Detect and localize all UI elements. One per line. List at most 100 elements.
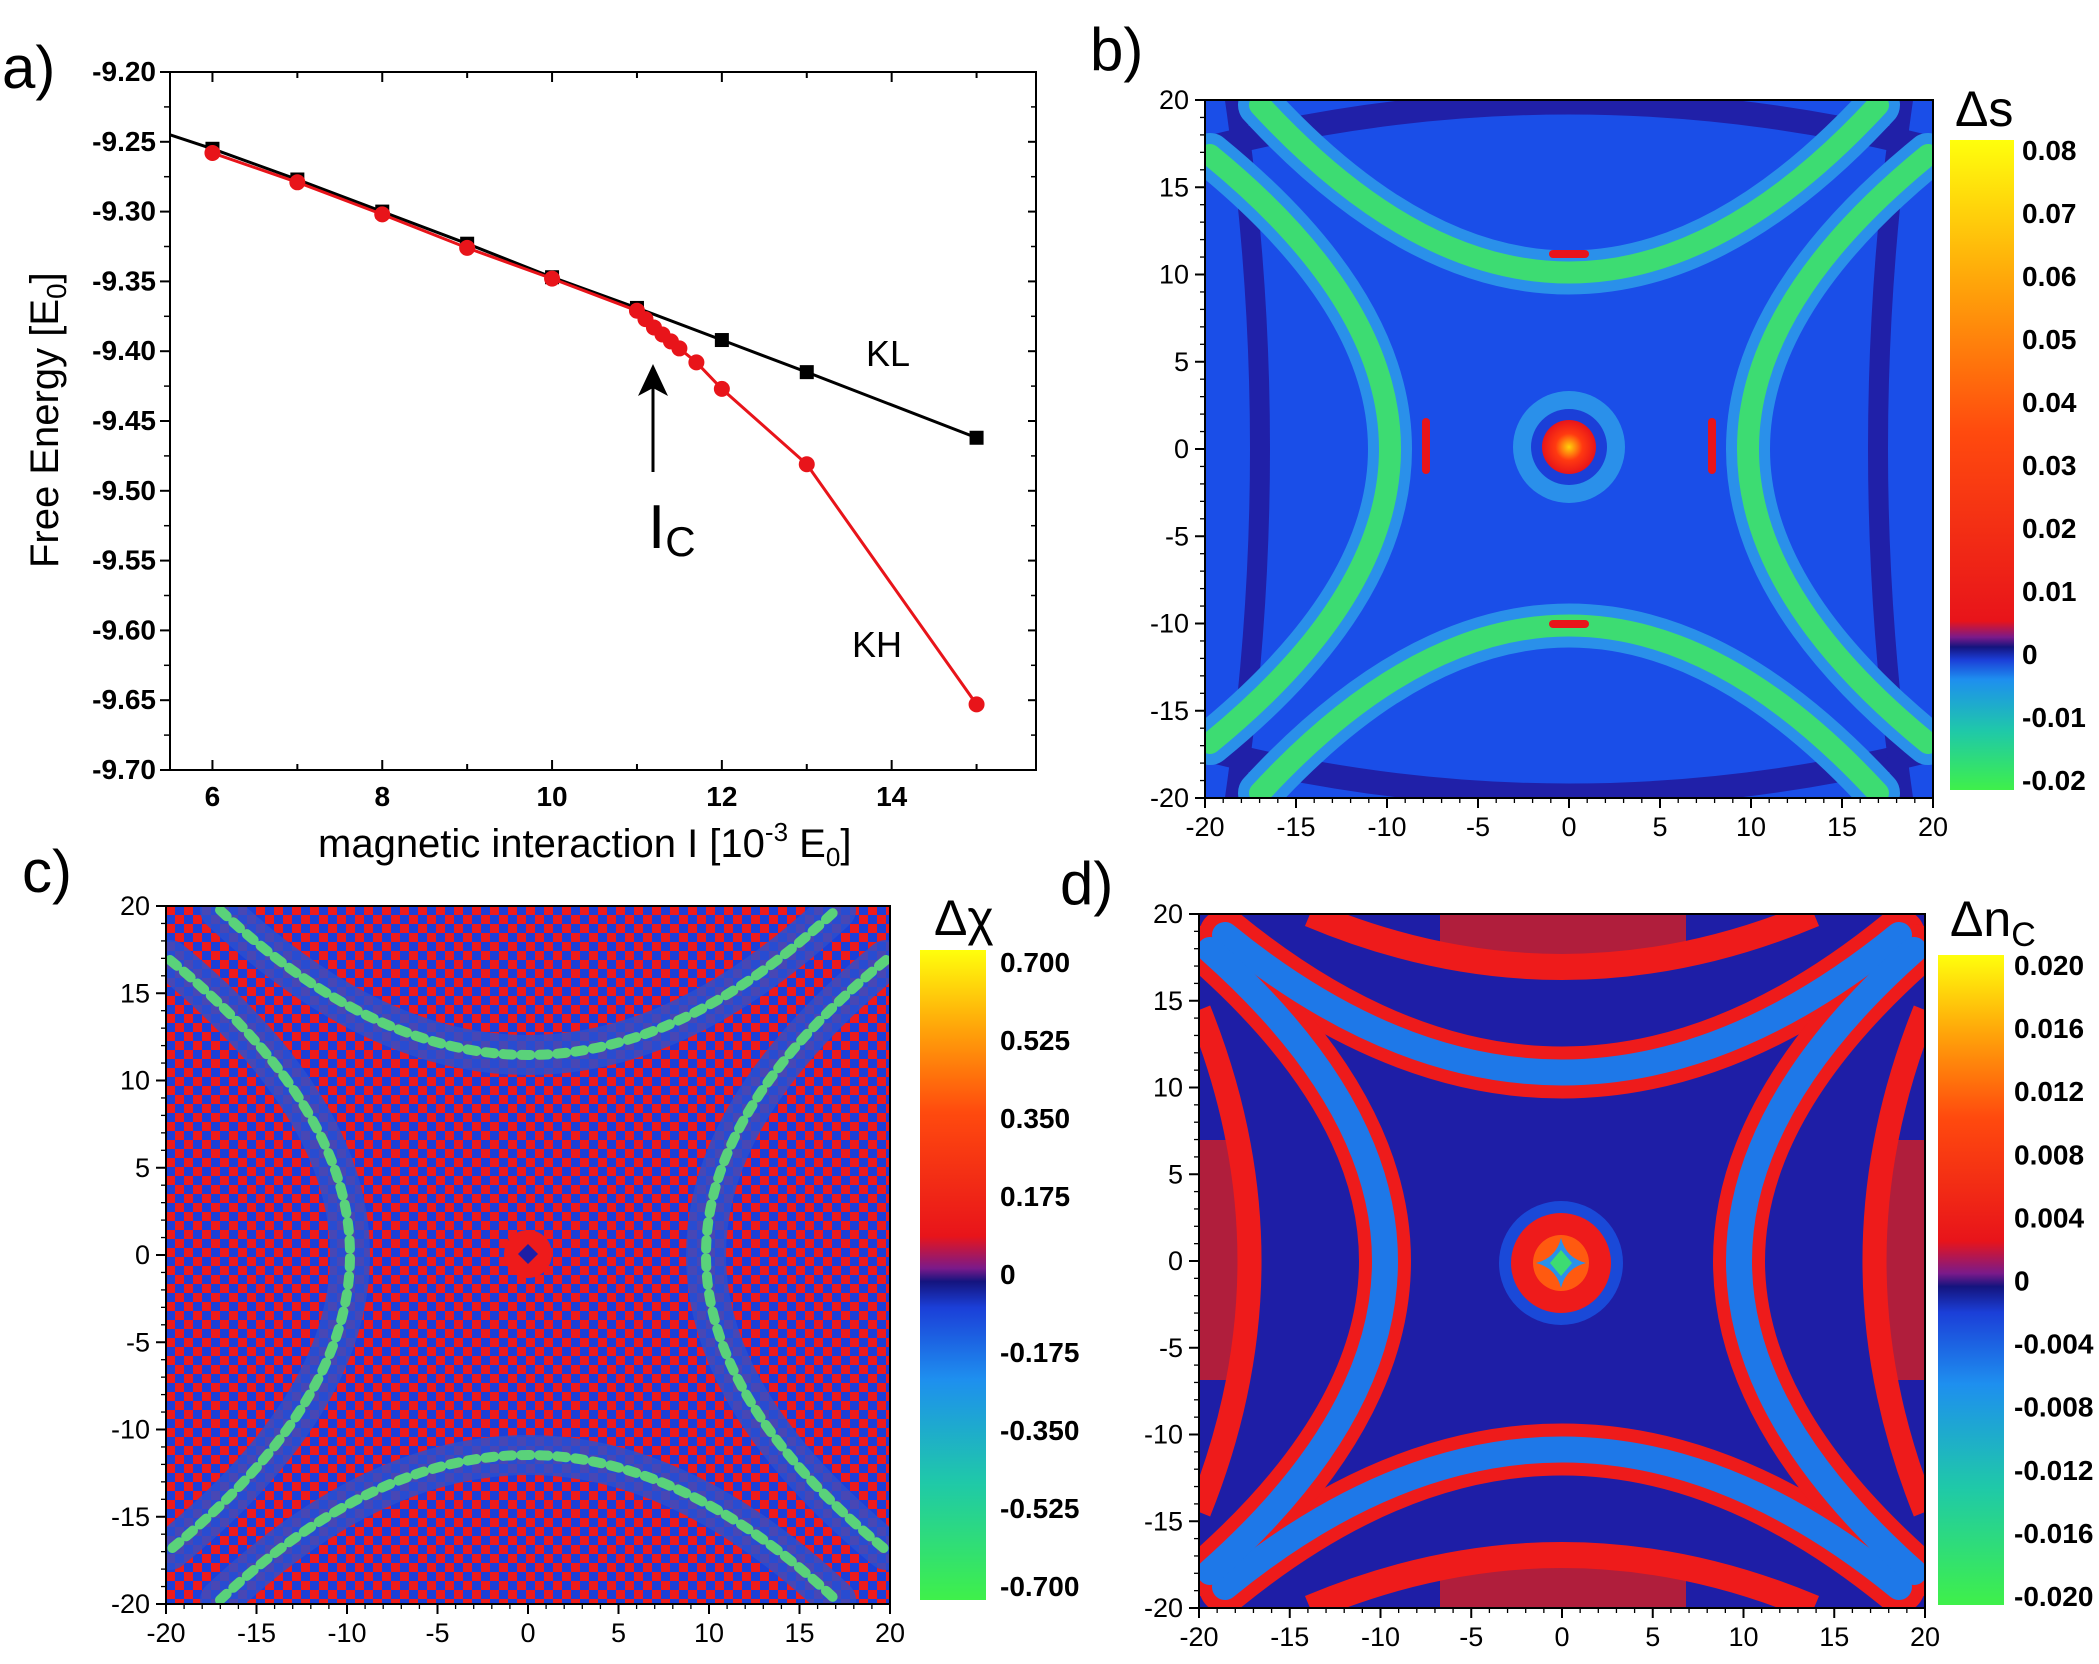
colorbar-tick-label-d: -0.020 (2014, 1581, 2093, 1612)
panel-label-d: d) (1060, 850, 1113, 917)
hyperbola-core-top-c (215, 906, 841, 1060)
spot-top-b (1549, 250, 1589, 258)
y-tick-label-a: -9.40 (92, 335, 156, 366)
series-label-kl: KL (866, 333, 910, 374)
x-tick-label-c: -20 (146, 1618, 185, 1648)
center-feature-c (504, 1230, 552, 1278)
colorbar-tick-label-d: -0.012 (2014, 1455, 2093, 1486)
hyperbola-bands-b (1205, 100, 1933, 798)
heatmap-c (166, 906, 890, 1604)
red-ridge-left-d (1199, 1005, 1262, 1517)
y-ticks-b: 20 15 10 5 0 -5 -10 -15 -20 (1150, 85, 1205, 813)
red-ridge-top-d (1304, 914, 1820, 980)
panel-label-c: c) (22, 838, 72, 905)
x-tick-label-d: 20 (1910, 1622, 1940, 1652)
y-tick-label-c: -10 (111, 1415, 150, 1445)
hyperbola-core-top-b (1249, 100, 1889, 284)
hyperbola-core-right-b (1737, 144, 1933, 754)
x-tick-label-c: -10 (327, 1618, 366, 1648)
y-tick-label-a: -9.35 (92, 265, 156, 296)
ic-label: IC (648, 493, 696, 565)
ic-arrow-head (638, 364, 668, 396)
red-ridge-right-d (1862, 1005, 1925, 1517)
series-label-kh: KH (852, 624, 902, 665)
red-ridge-bottom-d (1304, 1542, 1820, 1608)
y-tick-label-b: -10 (1150, 609, 1189, 639)
y-tick-label-a: -9.30 (92, 196, 156, 227)
y-tick-label-b: -15 (1150, 696, 1189, 726)
hyperbola-blue-left-d (1199, 937, 1398, 1585)
x-tick-label-a: 12 (706, 781, 737, 812)
y-ticks-d: 20 15 10 5 0 -5 -10 -15 -20 (1144, 899, 1199, 1623)
y-tick-label-c: -20 (111, 1589, 150, 1619)
spot-right-b (1708, 418, 1716, 474)
colorbar-tick-label-b: 0 (2022, 639, 2038, 670)
marker-kh (688, 354, 705, 371)
y-tick-label-b: 20 (1159, 85, 1189, 115)
x-tick-label-b: -15 (1276, 812, 1315, 842)
y-tick-label-d: -15 (1144, 1506, 1183, 1536)
x-tick-label-d: 10 (1728, 1622, 1758, 1652)
marker-kl (799, 365, 814, 380)
center-diamond-c (518, 1244, 538, 1264)
y-tick-label-b: 10 (1159, 260, 1189, 290)
heatmap-d (1199, 914, 1925, 1608)
center-spot-b (1542, 420, 1596, 474)
colorbar-d (1938, 955, 2004, 1605)
y-tick-label-a: -9.45 (92, 405, 156, 436)
y-tick-label-d: -5 (1159, 1333, 1183, 1363)
marker-kh (544, 270, 561, 287)
panel-label-a: a) (2, 34, 55, 101)
colorbar-c (920, 950, 986, 1600)
y-tick-label-c: -5 (126, 1327, 150, 1357)
marker-kh (671, 340, 688, 357)
colorbar-ticks-d: 0.020 0.016 0.012 0.008 0.004 0 -0.004 -0.008 -0… (2014, 950, 2094, 1612)
x-tick-label-d: 5 (1645, 1622, 1660, 1652)
colorbar-title-c: Δχ (934, 890, 994, 946)
y-tick-label-a: -9.20 (92, 56, 156, 87)
colorbar-tick-label-d: -0.004 (2014, 1329, 2094, 1360)
colorbar-title-d-main: Δn (1950, 891, 2011, 947)
x-tick-label-d: -15 (1270, 1622, 1309, 1652)
y-tick-label-b: -20 (1150, 783, 1189, 813)
colorbar-tick-label-b: 0.07 (2022, 198, 2077, 229)
colorbar-tick-label-d: -0.008 (2014, 1392, 2093, 1423)
center-star-core-d (1550, 1250, 1572, 1276)
x-tick-label-c: 10 (694, 1618, 724, 1648)
hyperbola-core-bottom-c (215, 1450, 841, 1604)
center-feature-d (1499, 1201, 1623, 1325)
colorbar-tick-label-b: 0.04 (2022, 387, 2077, 418)
panel-label-b: b) (1090, 16, 1143, 83)
colorbar-tick-label-d: 0 (2014, 1266, 2030, 1297)
y-tick-label-a: -9.70 (92, 754, 156, 785)
y-tick-label-c: 20 (120, 891, 150, 921)
colorbar-tick-label-d: 0.016 (2014, 1013, 2084, 1044)
colorbar-tick-label-d: 0.020 (2014, 950, 2084, 981)
colorbar-tick-label-b: 0.05 (2022, 324, 2077, 355)
y-tick-label-a: -9.60 (92, 614, 156, 645)
y-tick-label-d: -10 (1144, 1420, 1183, 1450)
x-tick-label-c: 20 (875, 1618, 905, 1648)
x-tick-label-b: -10 (1367, 812, 1406, 842)
x-axis-title-a: magnetic interaction I [10-3 E0] (318, 817, 851, 872)
hyperbola-blue-top-d (1212, 922, 1912, 1086)
x-ticks-b: -20 -15 -10 -5 0 5 10 15 20 (1185, 798, 1948, 842)
hyperbola-core-left-b (1205, 144, 1401, 754)
colorbar-tick-label-c: 0.700 (1000, 947, 1070, 978)
red-spots-b (1422, 250, 1716, 628)
y-tick-label-c: 5 (135, 1153, 150, 1183)
colorbar-ticks-b: 0.08 0.07 0.06 0.05 0.04 0.03 0.02 0.01 0 -0.01 -0… (2022, 135, 2086, 796)
hyperbola-blue-bottom-d (1212, 1436, 1912, 1600)
x-tick-label-b: -20 (1185, 812, 1224, 842)
colorbar-tick-label-c: -0.700 (1000, 1571, 1079, 1602)
colorbar-b (1950, 140, 2014, 790)
y-tick-label-b: 15 (1159, 172, 1189, 202)
marker-kl (714, 333, 729, 348)
x-tick-label-a: 6 (205, 781, 221, 812)
series-line-kh (211, 151, 978, 706)
colorbar-tick-label-c: 0.175 (1000, 1181, 1070, 1212)
y-tick-label-a: -9.50 (92, 475, 156, 506)
y-axis-title-a: Free Energy [E0] (23, 272, 72, 568)
colorbar-title-b: Δs (1955, 81, 2013, 137)
